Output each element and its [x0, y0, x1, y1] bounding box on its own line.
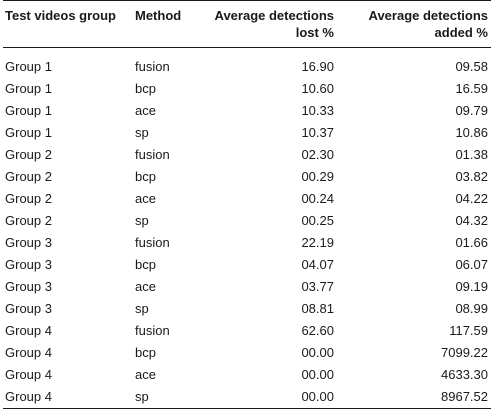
- cell-group: Group 3: [5, 235, 52, 250]
- table-row: Group 4 bcp 00.00 7099.22: [3, 342, 491, 364]
- table-row: Group 3 fusion 22.19 01.66: [3, 232, 491, 254]
- cell-group: Group 3: [5, 279, 52, 294]
- table-row: Group 2 fusion 02.30 01.38: [3, 144, 491, 166]
- header-method-label: Method: [135, 8, 182, 23]
- cell-lost: 00.00: [199, 386, 337, 409]
- table-row: Group 1 bcp 10.60 16.59: [3, 78, 491, 100]
- cell-method: sp: [135, 213, 149, 228]
- cell-added: 03.82: [455, 169, 488, 184]
- cell-group: Group 4: [5, 367, 52, 382]
- cell-added: 7099.22: [441, 345, 488, 360]
- table-row: Group 2 bcp 00.29 03.82: [3, 166, 491, 188]
- table-row: Group 4 fusion 62.60 117.59: [3, 320, 491, 342]
- cell-added: 4633.30: [441, 367, 488, 382]
- cell-added: 8967.52: [337, 386, 491, 409]
- cell-lost: 02.30: [301, 147, 334, 162]
- cell-added: 10.86: [455, 125, 488, 140]
- cell-group: Group 2: [5, 191, 52, 206]
- cell-lost: 62.60: [301, 323, 334, 338]
- cell-method: fusion: [135, 147, 170, 162]
- header-avg-detections-lost: Average detections lost %: [199, 0, 337, 48]
- cell-group: Group 4: [3, 386, 127, 409]
- table-row: Group 4 ace 00.00 4633.30: [3, 364, 491, 386]
- table-body: Group 1 fusion 16.90 09.58 Group 1 bcp 1…: [3, 48, 491, 409]
- header-row: Test videos group Method Average detecti…: [3, 0, 491, 48]
- cell-method: ace: [135, 103, 156, 118]
- cell-added: 09.19: [455, 279, 488, 294]
- table-row: Group 3 bcp 04.07 06.07: [3, 254, 491, 276]
- cell-method: sp: [127, 386, 199, 409]
- header-group-label: Test videos group: [5, 8, 116, 23]
- cell-lost: 10.60: [301, 81, 334, 96]
- table-row: Group 2 ace 00.24 04.22: [3, 188, 491, 210]
- cell-method: bcp: [135, 169, 156, 184]
- cell-lost: 08.81: [301, 301, 334, 316]
- cell-lost: 04.07: [301, 257, 334, 272]
- cell-method: fusion: [135, 323, 170, 338]
- spacer-cell: [3, 48, 491, 57]
- cell-group: Group 2: [5, 169, 52, 184]
- table-spacer: [3, 48, 491, 57]
- cell-group: Group 1: [5, 81, 52, 96]
- cell-added: 08.99: [455, 301, 488, 316]
- cell-method: ace: [135, 367, 156, 382]
- cell-added: 04.22: [455, 191, 488, 206]
- cell-group: Group 2: [5, 213, 52, 228]
- cell-method: bcp: [135, 257, 156, 272]
- table-row: Group 1 fusion 16.90 09.58: [3, 56, 491, 78]
- cell-group: Group 3: [5, 301, 52, 316]
- cell-group: Group 4: [5, 345, 52, 360]
- cell-method: ace: [135, 279, 156, 294]
- cell-added: 16.59: [455, 81, 488, 96]
- cell-lost: 10.33: [301, 103, 334, 118]
- cell-method: bcp: [135, 345, 156, 360]
- cell-added: 04.32: [455, 213, 488, 228]
- cell-lost: 03.77: [301, 279, 334, 294]
- header-test-videos-group: Test videos group: [3, 0, 127, 48]
- cell-lost: 00.29: [301, 169, 334, 184]
- header-lost-line2: lost %: [295, 25, 334, 40]
- header-method: Method: [127, 0, 199, 48]
- cell-added: 01.38: [455, 147, 488, 162]
- cell-added: 09.58: [455, 59, 488, 74]
- cell-method: bcp: [135, 81, 156, 96]
- cell-group: Group 4: [5, 323, 52, 338]
- table-row: Group 4 sp 00.00 8967.52: [3, 386, 491, 409]
- cell-added: 01.66: [455, 235, 488, 250]
- cell-added: 117.59: [449, 323, 488, 338]
- header-added-line1: Average detections: [368, 8, 488, 23]
- table-row: Group 3 sp 08.81 08.99: [3, 298, 491, 320]
- cell-lost: 00.25: [301, 213, 334, 228]
- cell-lost: 10.37: [301, 125, 334, 140]
- cell-lost: 00.00: [301, 345, 334, 360]
- cell-method: fusion: [135, 235, 170, 250]
- cell-lost: 00.24: [301, 191, 334, 206]
- cell-added: 09.79: [455, 103, 488, 118]
- table-row: Group 2 sp 00.25 04.32: [3, 210, 491, 232]
- cell-group: Group 3: [5, 257, 52, 272]
- header-added-line2: added %: [434, 25, 488, 40]
- table-row: Group 3 ace 03.77 09.19: [3, 276, 491, 298]
- table-row: Group 1 sp 10.37 10.86: [3, 122, 491, 144]
- cell-group: Group 1: [5, 103, 52, 118]
- cell-lost: 16.90: [301, 59, 334, 74]
- cell-method: fusion: [135, 59, 170, 74]
- table-row: Group 1 ace 10.33 09.79: [3, 100, 491, 122]
- cell-method: ace: [135, 191, 156, 206]
- cell-group: Group 1: [5, 59, 52, 74]
- header-avg-detections-added: Average detections added %: [337, 0, 491, 48]
- cell-lost: 00.00: [301, 367, 334, 382]
- results-table: Test videos group Method Average detecti…: [3, 0, 491, 409]
- cell-added: 06.07: [455, 257, 488, 272]
- cell-lost: 22.19: [301, 235, 334, 250]
- cell-method: sp: [135, 301, 149, 316]
- table-header: Test videos group Method Average detecti…: [3, 0, 491, 48]
- cell-group: Group 2: [5, 147, 52, 162]
- cell-method: sp: [135, 125, 149, 140]
- header-lost-line1: Average detections: [214, 8, 334, 23]
- cell-group: Group 1: [5, 125, 52, 140]
